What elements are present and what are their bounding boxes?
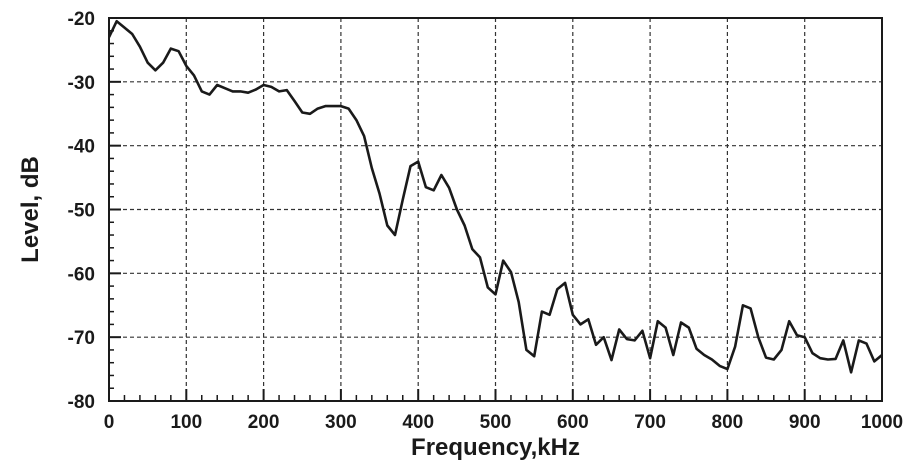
x-axis-title: Frequency,kHz	[411, 434, 580, 461]
plot-area-frame	[108, 17, 883, 402]
x-tick-label: 300	[325, 412, 357, 433]
x-tick-label: 200	[248, 412, 280, 433]
x-tick-label: 900	[789, 412, 821, 433]
y-axis-title: Level, dB	[17, 156, 44, 263]
x-tick-label: 100	[170, 412, 202, 433]
y-tick-label: -70	[68, 328, 95, 349]
x-tick-label: 500	[480, 412, 512, 433]
y-tick-label: -50	[68, 201, 95, 222]
x-tick-label: 1000	[861, 412, 903, 433]
y-tick-label: -20	[68, 9, 95, 30]
y-tick-label: -30	[68, 73, 95, 94]
y-tick-labels: -20 -30 -40 -50 -60 -70 -80	[68, 9, 95, 413]
y-tick-label: -60	[68, 264, 95, 285]
x-tick-label: 600	[557, 412, 589, 433]
x-tick-label: 700	[634, 412, 666, 433]
y-tick-label: -40	[68, 137, 95, 158]
x-tick-label: 800	[712, 412, 744, 433]
series-layer	[109, 19, 882, 374]
x-tick-label: 400	[402, 412, 434, 433]
y-tick-label: -80	[68, 392, 95, 413]
series-line	[109, 19, 882, 374]
x-tick-label: 0	[104, 412, 115, 433]
grid-layer	[109, 18, 882, 401]
x-tick-labels: 0 100 200 300 400 500 600 700 800 900 1000	[104, 412, 903, 433]
